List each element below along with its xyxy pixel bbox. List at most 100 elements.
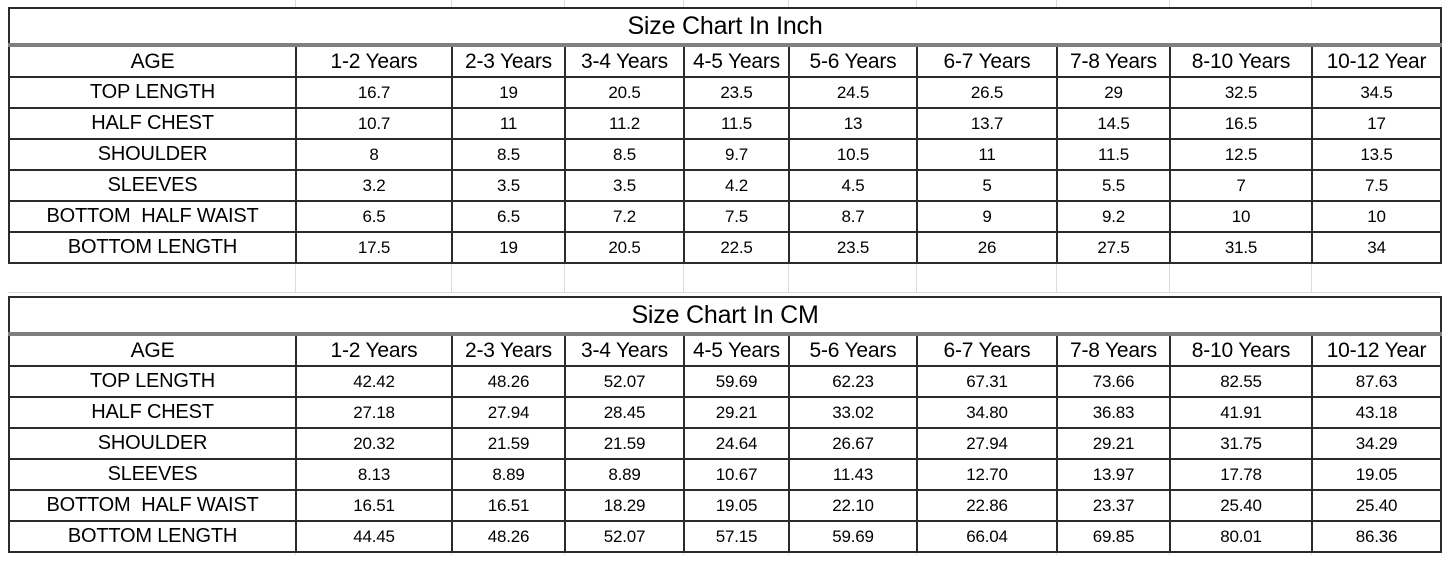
value-cell: 11.5 [683,107,790,140]
value-cell: 17.78 [1169,458,1313,491]
value-cell: 59.69 [683,365,790,398]
value-cell: 22.10 [788,489,918,522]
table-body: TOP LENGTH 16.7 19 20.5 23.5 24.5 26.5 29 32.5 34… [8,76,1443,264]
value-cell: 3.2 [295,169,453,202]
value-cell: 48.26 [451,520,566,553]
value-cell: 5.5 [1056,169,1171,202]
value-cell: 22.86 [916,489,1058,522]
value-cell: 12.5 [1169,138,1313,171]
header-cell-age-range: 6-7 Years [916,333,1058,367]
row-label: SLEEVES [8,169,297,202]
header-row: AGE 1-2 Years 2-3 Years 3-4 Years 4-5 Years 5… [8,44,1443,78]
value-cell: 34 [1310,231,1443,264]
value-cell: 9.7 [683,138,790,171]
row-label: HALF CHEST [8,107,297,140]
size-table: Size Chart In CM AGE 1-2 Years 2-3 Years 3-… [7,296,1443,553]
value-cell: 13.7 [916,107,1058,140]
value-cell: 8.89 [451,458,566,491]
value-cell: 13.97 [1056,458,1171,491]
value-cell: 8.7 [788,200,918,233]
value-cell: 19.05 [683,489,790,522]
row-label: BOTTOM LENGTH [8,520,297,553]
value-cell: 43.18 [1310,396,1443,429]
row-label: TOP LENGTH [8,365,297,398]
value-cell: 17.5 [295,231,453,264]
value-cell: 23.37 [1056,489,1171,522]
value-cell: 28.45 [564,396,685,429]
gridline-strip-gap [8,264,1440,293]
header-cell-age-range: 10-12 Year [1310,333,1443,367]
row-label: SHOULDER [8,427,297,460]
value-cell: 4.5 [788,169,918,202]
value-cell: 32.5 [1169,76,1313,109]
row-label: SHOULDER [8,138,297,171]
value-cell: 27.5 [1056,231,1171,264]
header-cell-age: AGE [8,44,297,78]
value-cell: 11 [916,138,1058,171]
value-cell: 23.5 [683,76,790,109]
value-cell: 17 [1310,107,1443,140]
value-cell: 8.5 [564,138,685,171]
value-cell: 29 [1056,76,1171,109]
table-title: Size Chart In CM [7,296,1443,336]
value-cell: 26 [916,231,1058,264]
header-cell-age-range: 8-10 Years [1169,333,1313,367]
value-cell: 34.80 [916,396,1058,429]
value-cell: 7.5 [683,200,790,233]
value-cell: 80.01 [1169,520,1313,553]
value-cell: 44.45 [295,520,453,553]
table-row: TOP LENGTH 16.7 19 20.5 23.5 24.5 26.5 29 32.5 34… [8,76,1443,109]
header-cell-age-range: 2-3 Years [451,333,566,367]
value-cell: 66.04 [916,520,1058,553]
table-title: Size Chart In Inch [7,7,1443,47]
header-cell-age-range: 6-7 Years [916,44,1058,78]
row-label: BOTTOM HALF WAIST [8,489,297,522]
table-row: BOTTOM LENGTH 17.5 19 20.5 22.5 23.5 26 27.5 31.… [8,231,1443,264]
value-cell: 33.02 [788,396,918,429]
value-cell: 21.59 [564,427,685,460]
value-cell: 16.5 [1169,107,1313,140]
table-row: HALF CHEST 27.18 27.94 28.45 29.21 33.02 34.80… [8,396,1443,429]
value-cell: 7.2 [564,200,685,233]
table-body: TOP LENGTH 42.42 48.26 52.07 59.69 62.23 67.31… [8,365,1443,553]
title-row: Size Chart In Inch [7,7,1443,47]
row-label: TOP LENGTH [8,76,297,109]
row-label: BOTTOM LENGTH [8,231,297,264]
value-cell: 11 [451,107,566,140]
value-cell: 11.5 [1056,138,1171,171]
header-cell-age-range: 1-2 Years [295,44,453,78]
value-cell: 31.75 [1169,427,1313,460]
gridline-strip-top [8,0,1440,7]
header-cell-age: AGE [8,333,297,367]
value-cell: 25.40 [1169,489,1313,522]
value-cell: 73.66 [1056,365,1171,398]
value-cell: 9.2 [1056,200,1171,233]
value-cell: 16.51 [295,489,453,522]
value-cell: 36.83 [1056,396,1171,429]
value-cell: 34.5 [1310,76,1443,109]
value-cell: 13 [788,107,918,140]
value-cell: 14.5 [1056,107,1171,140]
value-cell: 7 [1169,169,1313,202]
value-cell: 10.67 [683,458,790,491]
value-cell: 26.67 [788,427,918,460]
value-cell: 29.21 [683,396,790,429]
row-label: BOTTOM HALF WAIST [8,200,297,233]
header-cell-age-range: 3-4 Years [564,333,685,367]
value-cell: 7.5 [1310,169,1443,202]
value-cell: 20.32 [295,427,453,460]
header-cell-age-range: 4-5 Years [683,44,790,78]
value-cell: 6.5 [451,200,566,233]
value-cell: 62.23 [788,365,918,398]
value-cell: 11.43 [788,458,918,491]
table-row: BOTTOM HALF WAIST 16.51 16.51 18.29 19.05 22.… [8,489,1443,522]
header-cell-age-range: 2-3 Years [451,44,566,78]
value-cell: 86.36 [1310,520,1443,553]
value-cell: 24.5 [788,76,918,109]
value-cell: 22.5 [683,231,790,264]
value-cell: 8 [295,138,453,171]
value-cell: 52.07 [564,365,685,398]
header-cell-age-range: 5-6 Years [788,333,918,367]
gridline-row [8,553,1440,555]
value-cell: 26.5 [916,76,1058,109]
